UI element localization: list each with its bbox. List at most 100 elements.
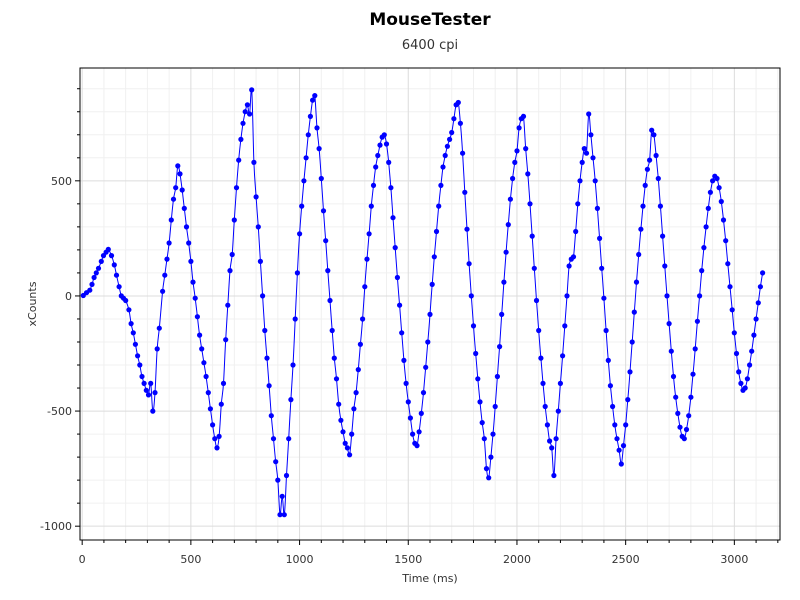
data-point [447,136,453,142]
data-point [353,390,359,396]
data-point [394,274,400,281]
data-point [253,194,259,200]
data-point [418,410,424,416]
data-point [373,164,379,170]
data-point [620,443,627,449]
data-point [128,321,134,327]
data-point [610,403,616,410]
data-point [279,493,285,499]
data-point [514,148,520,154]
data-point [607,383,614,389]
data-point [216,433,222,439]
data-point [477,399,483,405]
data-point [307,113,313,119]
data-point [483,466,490,472]
data-point [592,178,598,184]
data-point [351,406,357,412]
data-point [218,401,224,407]
data-point [236,157,242,163]
data-point [338,417,344,423]
data-point [557,380,564,386]
data-point [223,337,229,343]
data-point [629,339,635,345]
data-point [675,410,681,416]
data-point [360,316,366,322]
data-point [573,228,579,235]
data-point [753,316,759,322]
data-point [720,217,727,223]
data-point [618,461,624,467]
data-point [601,295,607,301]
data-point [377,142,383,148]
data-point [403,380,409,386]
data-point [231,217,237,223]
curve-layer [82,88,764,516]
data-point [631,309,637,315]
data-point [183,224,190,230]
data-point [723,238,729,244]
data-point [536,327,542,334]
data-point [703,224,709,230]
data-point [368,203,374,209]
data-point [694,318,701,324]
data-point [340,429,346,435]
data-point [488,454,494,460]
data-point [599,265,605,271]
data-point [640,203,646,209]
data-point [286,436,292,442]
data-point [331,355,337,361]
x-axis-label: Time (ms) [401,572,457,585]
data-point [381,132,387,138]
points-layer [80,87,766,518]
data-point [455,99,461,106]
data-point [290,362,296,368]
data-point [229,251,235,258]
data-point [683,426,690,433]
data-point [132,341,138,347]
data-point [392,245,398,251]
data-point [499,311,505,317]
data-point [148,380,154,386]
data-point [647,157,653,163]
data-point [623,422,629,428]
data-point [605,357,611,363]
data-point [145,392,152,398]
data-point [247,111,253,117]
data-point [697,293,703,299]
chart-subtitle: 6400 cpi [401,38,459,53]
data-point [644,166,651,172]
data-point [214,445,220,451]
data-point [370,182,377,188]
data-point [188,258,194,264]
data-point [566,263,572,269]
data-point [143,387,149,393]
data-point [336,401,342,407]
data-point [93,270,99,276]
data-point [727,284,733,290]
data-point [325,268,331,274]
data-point [194,314,200,320]
data-point [625,397,631,403]
data-point [612,422,618,428]
data-point [540,380,546,386]
data-point [642,182,648,188]
y-axis-label: xCounts [26,281,39,326]
data-point [570,254,577,260]
data-point [162,272,168,278]
data-point [347,452,353,458]
data-point [494,373,500,380]
data-point [257,258,263,264]
data-point [525,171,531,177]
x-tick-label: 0 [79,553,86,566]
data-point [670,373,677,380]
data-point [126,307,132,313]
data-point [731,330,737,336]
data-point [594,205,601,211]
data-point [212,436,218,442]
data-point [383,141,390,147]
data-point [266,383,272,389]
grid [80,68,780,540]
data-point [440,164,446,170]
data-point [135,353,141,359]
data-point [462,189,468,195]
